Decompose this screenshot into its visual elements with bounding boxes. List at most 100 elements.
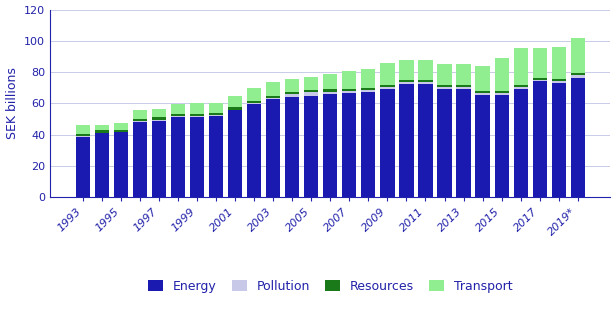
Bar <box>95 133 109 197</box>
Bar <box>152 109 166 117</box>
Bar <box>476 91 490 93</box>
Bar <box>266 99 280 197</box>
Bar <box>495 91 509 93</box>
Bar <box>476 66 490 91</box>
Bar <box>570 75 585 78</box>
Bar <box>476 95 490 197</box>
Bar <box>399 60 413 80</box>
Bar <box>495 93 509 95</box>
Bar <box>114 130 128 132</box>
Bar <box>171 113 185 116</box>
Bar <box>361 92 376 197</box>
Bar <box>514 85 528 87</box>
Bar <box>380 85 394 87</box>
Bar <box>323 92 338 94</box>
Bar <box>361 88 376 90</box>
Bar <box>95 125 109 130</box>
Bar <box>399 82 413 84</box>
Bar <box>114 132 128 197</box>
Bar <box>342 71 357 89</box>
Bar <box>533 80 547 81</box>
Bar <box>323 89 338 92</box>
Bar <box>247 103 261 104</box>
Bar <box>209 103 223 113</box>
Bar <box>361 69 376 88</box>
Bar <box>570 73 585 75</box>
Bar <box>323 94 338 197</box>
Bar <box>152 117 166 120</box>
Bar <box>76 125 90 134</box>
Bar <box>266 82 280 95</box>
Bar <box>342 93 357 197</box>
Bar <box>533 48 547 78</box>
Bar <box>190 103 204 113</box>
Bar <box>456 87 471 89</box>
Bar <box>570 78 585 197</box>
Bar <box>228 107 242 110</box>
Bar <box>114 123 128 130</box>
Bar <box>304 77 318 90</box>
Bar <box>552 81 566 83</box>
Bar <box>380 89 394 197</box>
Bar <box>228 95 242 107</box>
Bar <box>437 64 452 85</box>
Bar <box>437 87 452 89</box>
Bar <box>399 80 413 82</box>
Bar <box>418 80 432 82</box>
Bar <box>552 47 566 79</box>
Bar <box>209 115 223 116</box>
Bar <box>152 120 166 121</box>
Bar <box>418 60 432 80</box>
Bar <box>285 92 299 94</box>
Bar <box>456 85 471 87</box>
Bar <box>152 121 166 197</box>
Bar <box>399 84 413 197</box>
Bar <box>209 113 223 115</box>
Bar <box>304 92 318 95</box>
Bar <box>304 95 318 197</box>
Bar <box>418 82 432 84</box>
Bar <box>570 38 585 73</box>
Bar <box>495 58 509 91</box>
Bar <box>456 64 471 85</box>
Bar <box>76 136 90 137</box>
Bar <box>132 122 147 197</box>
Bar <box>342 91 357 93</box>
Bar <box>342 89 357 91</box>
Bar <box>533 81 547 197</box>
Bar <box>437 89 452 197</box>
Bar <box>247 101 261 103</box>
Bar <box>266 98 280 99</box>
Bar <box>171 104 185 113</box>
Bar <box>514 48 528 85</box>
Bar <box>190 113 204 116</box>
Bar <box>76 137 90 197</box>
Bar <box>171 117 185 197</box>
Y-axis label: SEK billions: SEK billions <box>6 68 18 139</box>
Bar <box>514 89 528 197</box>
Bar <box>285 79 299 92</box>
Bar <box>228 111 242 197</box>
Bar <box>95 130 109 133</box>
Bar <box>514 87 528 89</box>
Bar <box>228 110 242 111</box>
Bar <box>304 90 318 92</box>
Bar <box>285 94 299 97</box>
Bar <box>190 116 204 117</box>
Bar <box>418 84 432 197</box>
Bar <box>76 134 90 136</box>
Legend: Energy, Pollution, Resources, Transport: Energy, Pollution, Resources, Transport <box>143 275 517 298</box>
Bar <box>552 83 566 197</box>
Bar <box>323 74 338 89</box>
Bar <box>247 88 261 101</box>
Bar <box>380 63 394 85</box>
Bar <box>495 95 509 197</box>
Bar <box>456 89 471 197</box>
Bar <box>361 90 376 92</box>
Bar <box>552 79 566 81</box>
Bar <box>380 87 394 89</box>
Bar <box>132 121 147 122</box>
Bar <box>476 93 490 95</box>
Bar <box>171 116 185 117</box>
Bar <box>190 117 204 197</box>
